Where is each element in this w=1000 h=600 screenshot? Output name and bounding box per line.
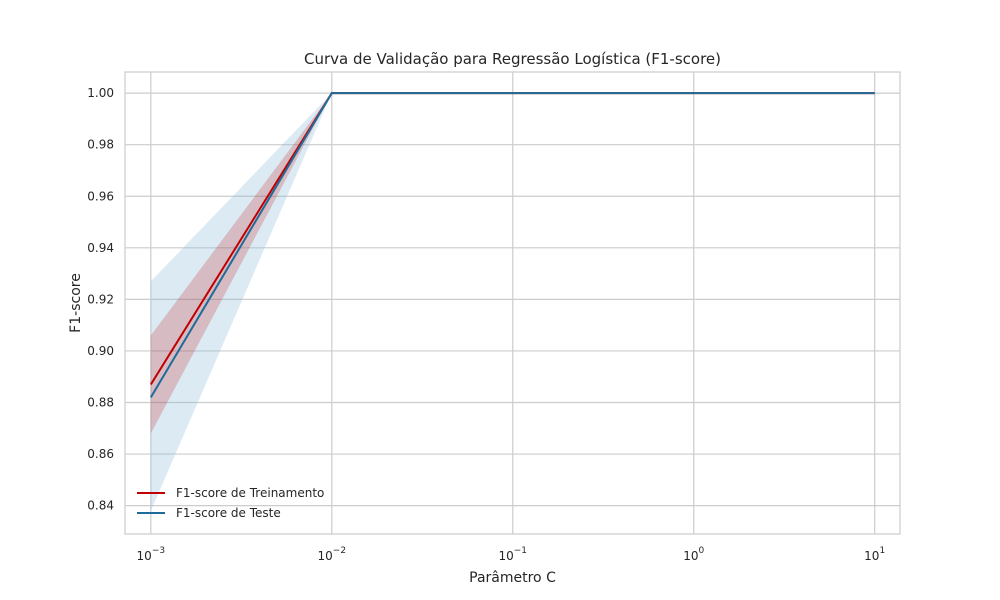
grid-lines: [125, 72, 900, 534]
y-axis-ticks: 0.84 0.86 0.88 0.90 0.92 0.94 0.96 0.98 1.00: [87, 86, 114, 513]
y-tick-label: 0.94: [87, 241, 114, 255]
x-tick-label: 101: [864, 546, 885, 563]
series-line: [149, 92, 875, 398]
y-tick-label: 0.96: [87, 189, 114, 203]
y-tick-label: 0.86: [87, 447, 114, 461]
y-tick-label: 1.00: [87, 86, 114, 100]
x-tick-label: 10−2: [318, 546, 347, 563]
x-tick-label: 10−3: [137, 546, 166, 563]
y-tick-label: 0.92: [87, 292, 114, 306]
series-lines: [149, 92, 875, 398]
chart-title: Curva de Validação para Regressão Logíst…: [304, 50, 721, 68]
y-tick-label: 0.84: [87, 499, 114, 513]
y-tick-label: 0.88: [87, 396, 114, 410]
x-tick-label: 10−1: [498, 546, 527, 563]
y-tick-label: 0.98: [87, 138, 114, 152]
legend-label: F1-score de Teste: [176, 506, 281, 520]
y-axis-label: F1-score: [68, 273, 84, 333]
legend: F1-score de Treinamento F1-score de Teste: [137, 486, 324, 520]
legend-label: F1-score de Treinamento: [176, 486, 324, 500]
plot-frame: [124, 71, 901, 535]
x-tick-label: 100: [683, 546, 704, 563]
x-axis-label: Parâmetro C: [469, 570, 556, 586]
y-tick-label: 0.90: [87, 344, 114, 358]
x-axis-ticks: 10−3 10−2 10−1 100 101: [137, 546, 886, 563]
